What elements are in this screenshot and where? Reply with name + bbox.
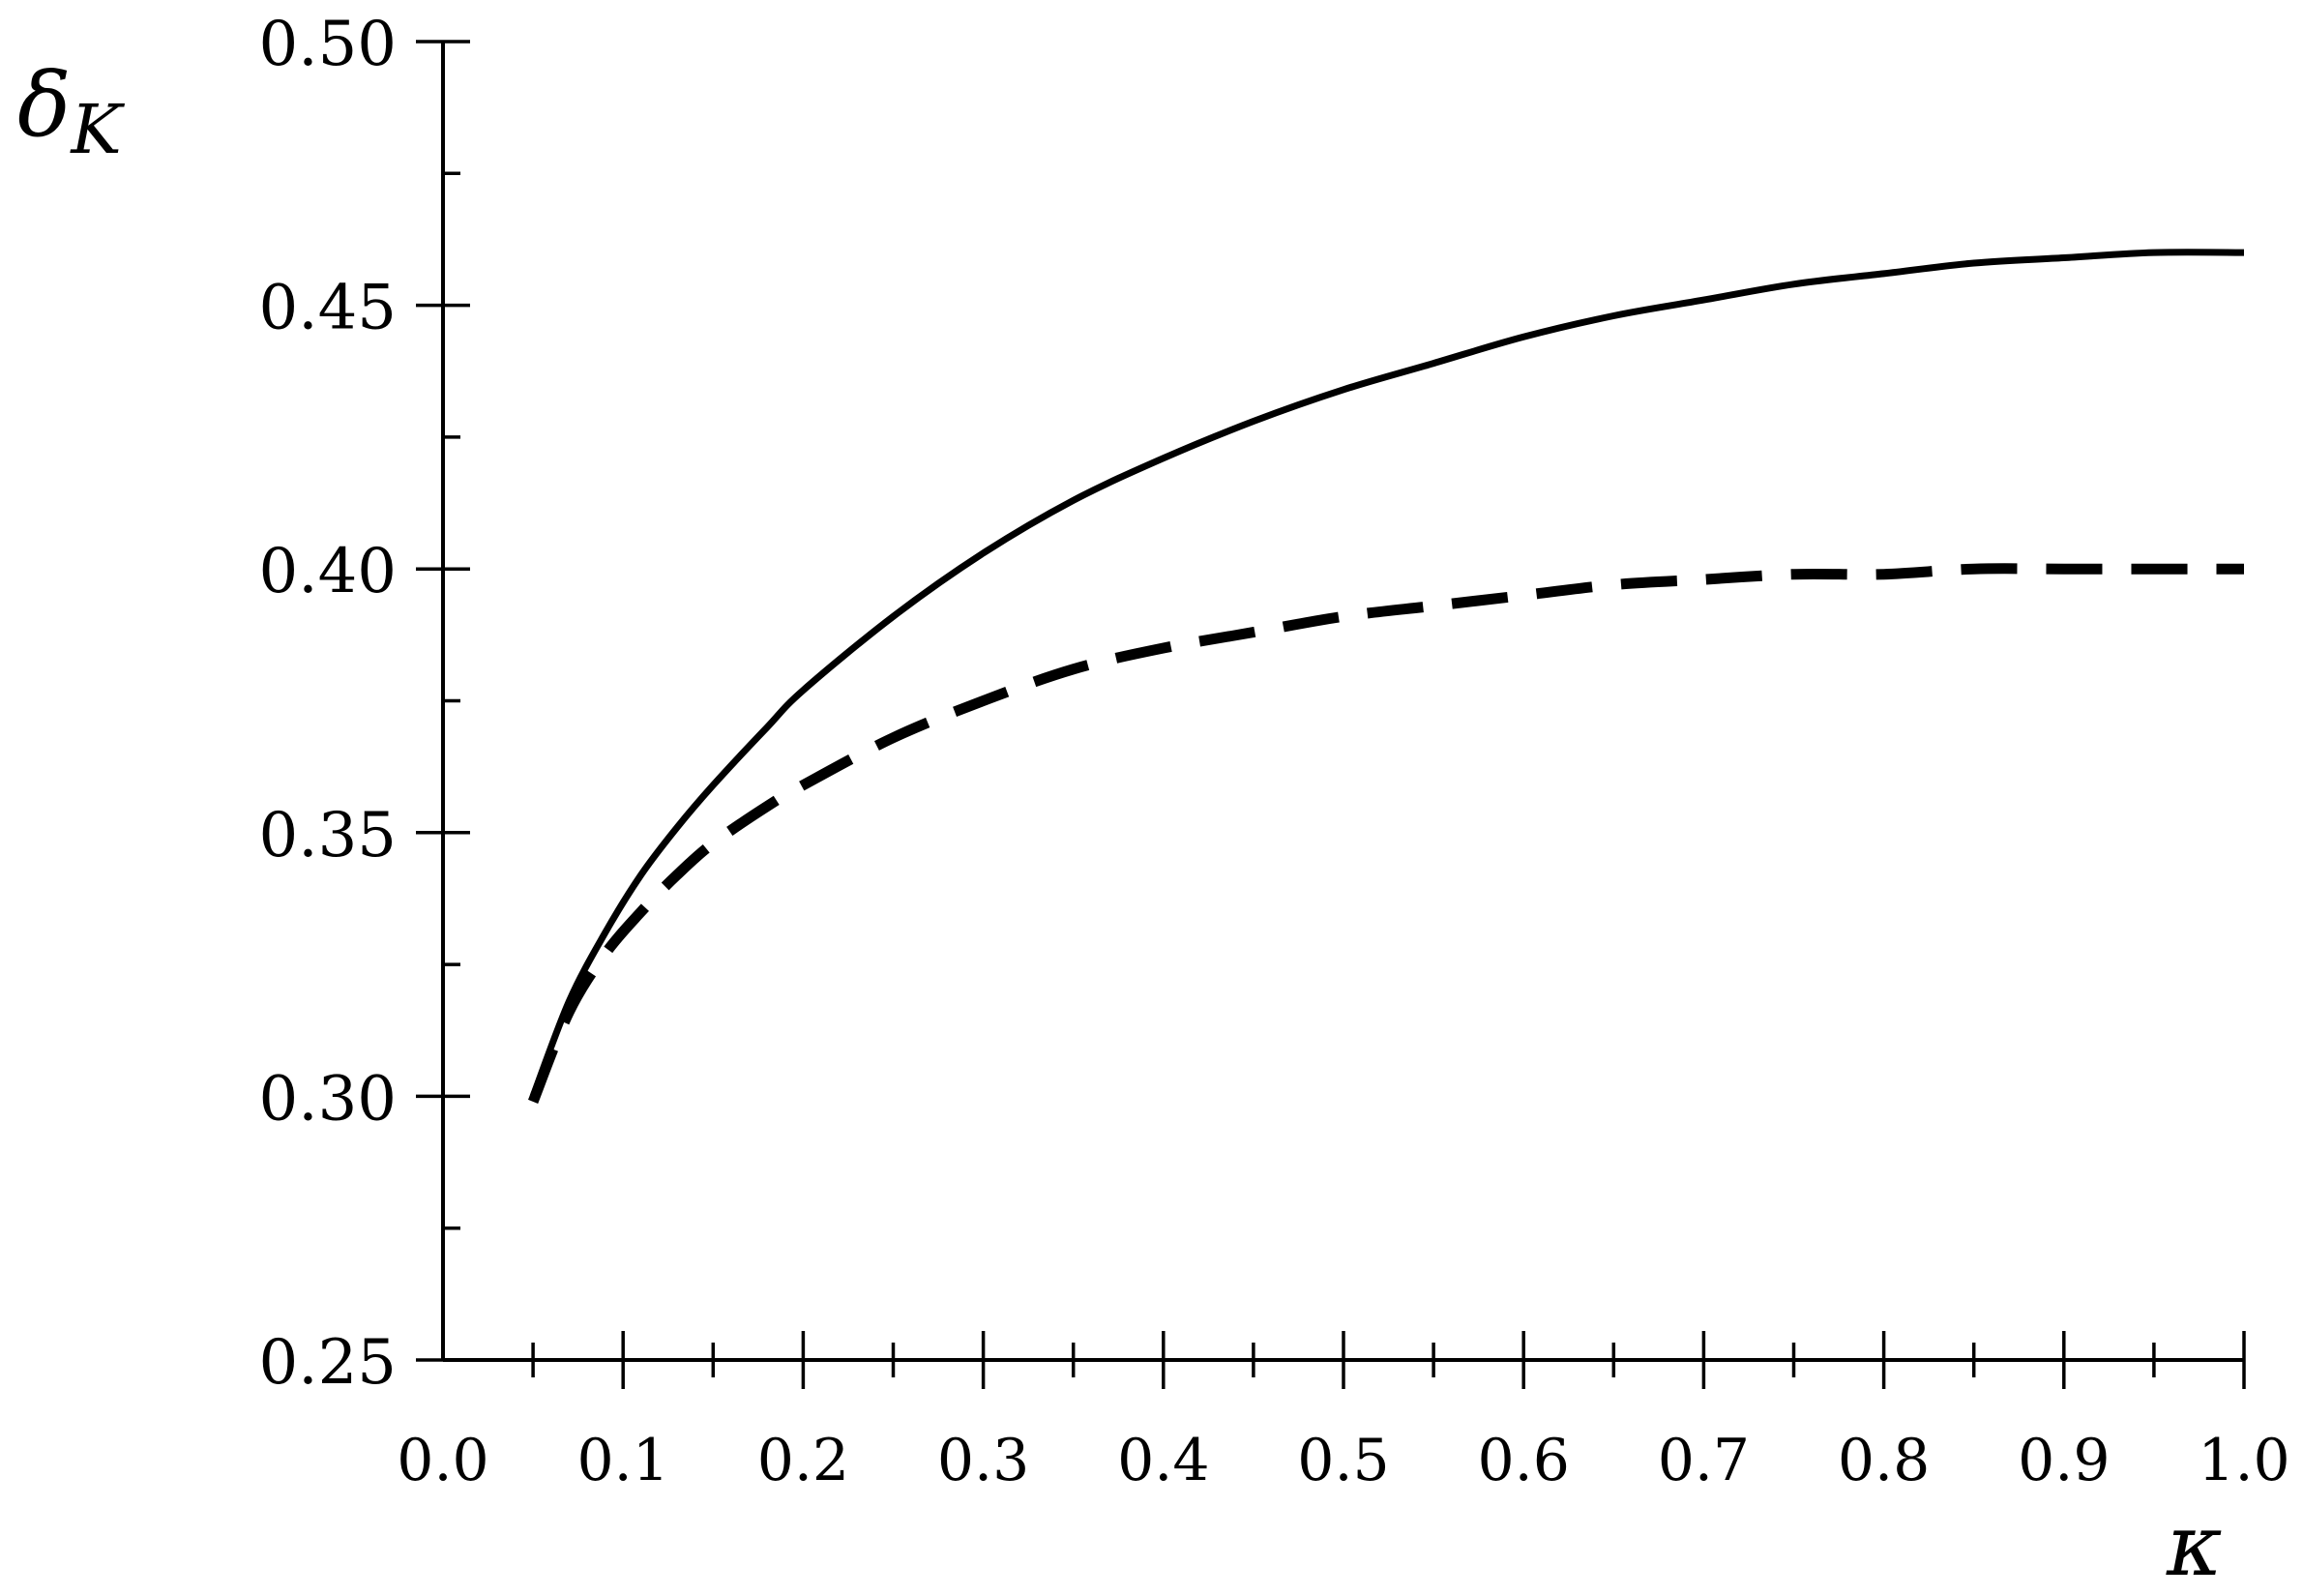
- y-axis-label-subscript: K: [69, 90, 125, 169]
- y-tick-label: 0.50: [259, 9, 398, 80]
- x-tick-label: 0.9: [2018, 1427, 2110, 1494]
- x-tick-label: 0.4: [1117, 1427, 1209, 1494]
- axes: [441, 42, 2244, 1362]
- x-tick-label: 0.1: [576, 1427, 668, 1494]
- x-tick-label: 0.8: [1838, 1427, 1930, 1494]
- y-tick-label: 0.25: [259, 1327, 398, 1399]
- y-axis-label: δK: [17, 53, 125, 169]
- y-tick-label: 0.40: [259, 536, 398, 607]
- y-tick-label: 0.30: [259, 1063, 398, 1135]
- x-axis-label: κ: [2166, 1495, 2223, 1595]
- y-ticks: 0.25 0.30 0.35 0.40 0.45 0.50: [259, 9, 470, 1399]
- x-ticks: 0.0 0.1 0.2 0.3 0.4 0.5 0.6 0.7 0.8 0.9 1.0: [397, 1331, 2290, 1494]
- x-tick-label: 1.0: [2198, 1427, 2289, 1494]
- series-group: [527, 249, 2245, 1104]
- x-tick-label: 0.7: [1658, 1427, 1750, 1494]
- x-tick-label: 0.2: [757, 1427, 849, 1494]
- series-line-solid: [529, 249, 2245, 1098]
- x-tick-label: 0.3: [937, 1427, 1029, 1494]
- y-tick-label: 0.35: [259, 800, 398, 872]
- y-axis-label-symbol: δ: [17, 53, 71, 157]
- series-line-dashed: [527, 563, 2244, 1104]
- x-tick-label: 0.5: [1297, 1427, 1389, 1494]
- x-tick-label: 0.6: [1477, 1427, 1569, 1494]
- x-tick-label: 0.0: [397, 1427, 488, 1494]
- y-tick-label: 0.45: [259, 273, 398, 344]
